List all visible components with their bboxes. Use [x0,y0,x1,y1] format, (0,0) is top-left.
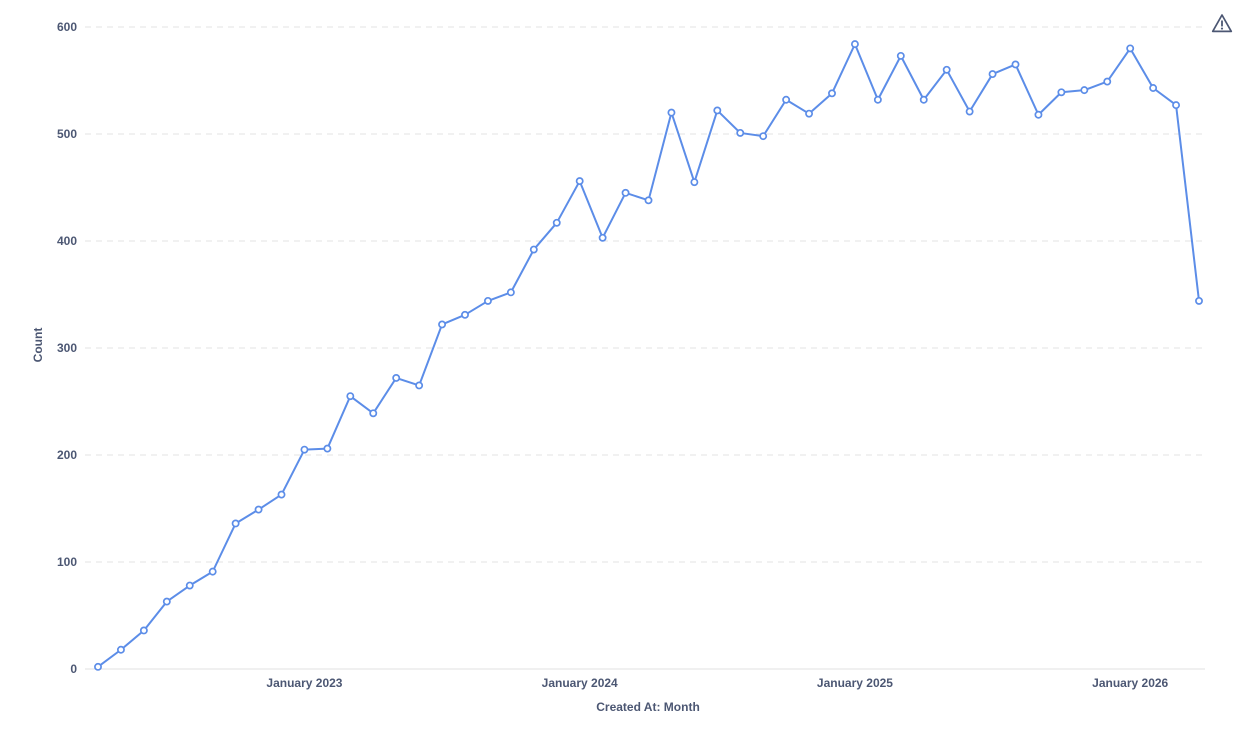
data-point[interactable] [116,645,125,654]
data-point[interactable] [598,233,607,242]
data-point[interactable] [552,218,561,227]
data-point[interactable] [667,108,676,117]
data-point[interactable] [873,95,882,104]
data-point[interactable] [529,245,538,254]
data-point[interactable] [369,409,378,418]
data-point[interactable] [1172,101,1181,110]
series-line[interactable] [97,43,1200,668]
x-tick-label: January 2024 [542,676,618,690]
data-point[interactable] [621,188,630,197]
data-point[interactable] [162,597,171,606]
data-point[interactable] [254,505,263,514]
data-point[interactable] [208,567,217,576]
data-point[interactable] [828,89,836,98]
data-point[interactable] [323,444,332,453]
data-point[interactable] [94,662,102,671]
data-point[interactable] [300,445,309,454]
data-point[interactable] [1057,88,1066,97]
x-axis-title: Created At: Month [596,700,700,714]
data-point[interactable] [644,196,653,205]
data-point[interactable] [1011,60,1020,69]
data-point[interactable] [575,177,584,186]
y-tick-label: 100 [57,555,77,569]
data-point[interactable] [1195,296,1203,305]
y-tick-label: 500 [57,127,77,141]
data-point[interactable] [942,65,951,74]
data-point[interactable] [1149,84,1158,92]
data-point[interactable] [919,95,928,104]
data-point[interactable] [736,128,745,137]
x-tick-label: January 2025 [817,676,893,690]
data-point[interactable] [965,107,974,116]
data-point[interactable] [483,296,492,305]
data-point[interactable] [346,392,355,401]
y-tick-label: 400 [57,234,77,248]
data-point[interactable] [461,310,469,319]
data-point[interactable] [415,381,424,390]
data-point[interactable] [1126,44,1135,53]
y-tick-label: 0 [70,662,77,676]
data-point[interactable] [850,40,859,49]
x-tick-label: January 2023 [266,676,342,690]
data-point[interactable] [805,109,814,118]
y-tick-label: 200 [57,448,77,462]
y-tick-label: 300 [57,341,77,355]
x-tick-label: January 2026 [1092,676,1168,690]
data-point[interactable] [139,626,148,635]
warning-icon[interactable] [1210,11,1234,35]
data-point[interactable] [690,178,699,187]
data-point[interactable] [896,51,905,60]
warning-triangle-icon [1211,14,1233,33]
data-point[interactable] [759,132,768,141]
data-point[interactable] [1103,77,1112,86]
data-point[interactable] [506,288,515,297]
data-point[interactable] [277,490,286,499]
data-point[interactable] [438,320,447,329]
data-point[interactable] [231,519,240,528]
data-point[interactable] [988,70,997,79]
data-point[interactable] [185,581,194,590]
data-point[interactable] [782,95,791,104]
data-point[interactable] [1080,86,1089,95]
data-point[interactable] [1034,110,1043,119]
data-point[interactable] [713,106,722,115]
data-point[interactable] [392,374,401,382]
y-tick-label: 600 [57,20,77,34]
